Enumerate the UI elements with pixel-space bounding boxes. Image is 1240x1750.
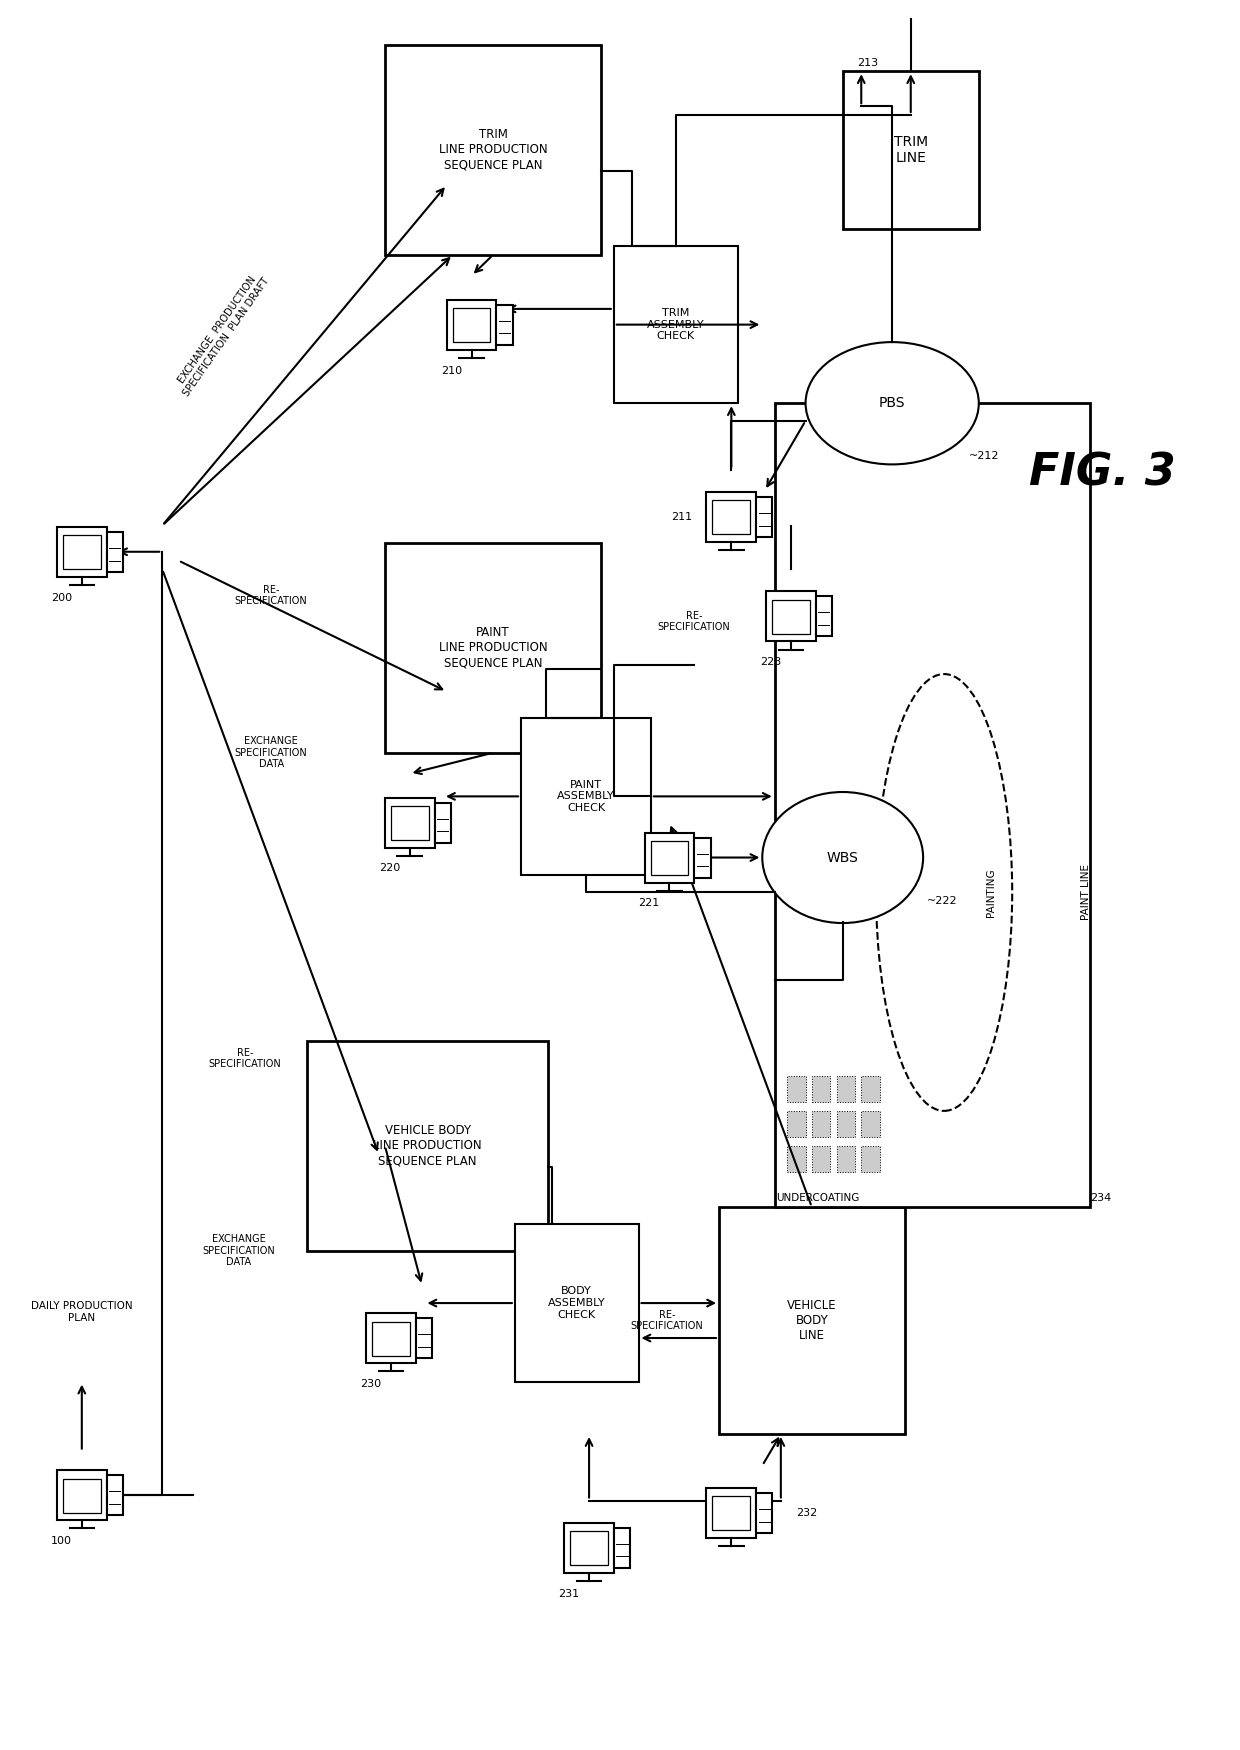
Bar	[787, 1076, 806, 1102]
Text: VEHICLE BODY
LINE PRODUCTION
SEQUENCE PLAN: VEHICLE BODY LINE PRODUCTION SEQUENCE PL…	[373, 1124, 482, 1167]
Text: 200: 200	[51, 593, 72, 602]
Bar	[645, 833, 694, 882]
Bar	[496, 304, 512, 345]
Text: 221: 221	[639, 898, 660, 908]
Bar	[107, 1475, 123, 1516]
Bar	[521, 718, 651, 875]
Text: ~222: ~222	[926, 896, 957, 906]
Ellipse shape	[877, 674, 1012, 1111]
Bar	[862, 1076, 880, 1102]
Text: 220: 220	[378, 863, 401, 873]
Bar	[812, 1076, 831, 1102]
Text: 210: 210	[440, 366, 461, 376]
Text: DAILY PRODUCTION
PLAN: DAILY PRODUCTION PLAN	[31, 1300, 133, 1323]
Bar	[862, 1146, 880, 1172]
Bar	[816, 597, 832, 637]
Ellipse shape	[806, 341, 978, 464]
Bar	[787, 1146, 806, 1172]
Bar	[434, 803, 450, 842]
Text: 211: 211	[672, 511, 693, 522]
Bar	[651, 842, 688, 875]
Bar	[57, 1470, 107, 1521]
Text: 231: 231	[558, 1589, 579, 1598]
Bar	[775, 402, 1090, 1208]
Text: RE-
SPECIFICATION: RE- SPECIFICATION	[658, 611, 730, 632]
Bar	[694, 838, 711, 877]
Bar	[812, 1111, 831, 1138]
Text: EXCHANGE
SPECIFICATION
DATA: EXCHANGE SPECIFICATION DATA	[234, 737, 308, 770]
Bar	[713, 500, 750, 534]
Ellipse shape	[763, 793, 923, 922]
Bar	[384, 798, 434, 847]
Text: VEHICLE
BODY
LINE: VEHICLE BODY LINE	[787, 1298, 837, 1342]
Bar	[707, 1488, 756, 1538]
Bar	[707, 492, 756, 542]
Text: 234: 234	[1090, 1194, 1111, 1204]
Text: ~212: ~212	[968, 452, 999, 460]
Bar	[614, 1528, 630, 1568]
Bar	[453, 308, 491, 341]
Bar	[713, 1496, 750, 1530]
Bar	[812, 1146, 831, 1172]
Text: TRIM
ASSEMBLY
CHECK: TRIM ASSEMBLY CHECK	[647, 308, 704, 341]
Bar	[63, 1479, 100, 1512]
Bar	[771, 600, 810, 633]
Bar	[308, 1041, 548, 1251]
Bar	[756, 497, 773, 537]
Text: BODY
ASSEMBLY
CHECK: BODY ASSEMBLY CHECK	[548, 1286, 605, 1320]
Text: 100: 100	[51, 1536, 72, 1547]
Bar	[384, 46, 601, 256]
Text: EXCHANGE  PRODUCTION
SPECIFICATION  PLAN DRAFT: EXCHANGE PRODUCTION SPECIFICATION PLAN D…	[172, 270, 272, 397]
Bar	[862, 1111, 880, 1138]
Text: 223: 223	[760, 658, 781, 667]
Text: RE-
SPECIFICATION: RE- SPECIFICATION	[208, 1048, 281, 1069]
Text: UNDERCOATING: UNDERCOATING	[776, 1194, 859, 1204]
Text: FIG. 3: FIG. 3	[1029, 452, 1176, 495]
Text: EXCHANGE
SPECIFICATION
DATA: EXCHANGE SPECIFICATION DATA	[202, 1234, 275, 1267]
Bar	[372, 1321, 410, 1356]
Bar	[446, 299, 496, 350]
Bar	[564, 1522, 614, 1573]
Bar	[837, 1111, 856, 1138]
Bar	[384, 542, 601, 752]
Bar	[756, 1493, 773, 1533]
Text: TRIM
LINE PRODUCTION
SEQUENCE PLAN: TRIM LINE PRODUCTION SEQUENCE PLAN	[439, 128, 548, 172]
Bar	[391, 807, 429, 840]
Bar	[417, 1318, 432, 1358]
Text: 232: 232	[796, 1508, 817, 1517]
Bar	[570, 1531, 608, 1564]
Bar	[63, 536, 100, 569]
Text: WBS: WBS	[827, 850, 858, 864]
Bar	[614, 247, 738, 402]
Text: PAINTING: PAINTING	[986, 868, 996, 917]
Bar	[766, 592, 816, 642]
Bar	[107, 532, 123, 572]
Text: RE-
SPECIFICATION: RE- SPECIFICATION	[234, 584, 308, 605]
Bar	[837, 1076, 856, 1102]
Bar	[515, 1225, 639, 1383]
Text: RE-
SPECIFICATION: RE- SPECIFICATION	[631, 1309, 703, 1332]
Bar	[843, 72, 978, 229]
Bar	[787, 1111, 806, 1138]
Text: PAINT
ASSEMBLY
CHECK: PAINT ASSEMBLY CHECK	[557, 780, 615, 814]
Text: PAINT LINE: PAINT LINE	[1081, 864, 1091, 920]
Bar	[837, 1146, 856, 1172]
Text: PAINT
LINE PRODUCTION
SEQUENCE PLAN: PAINT LINE PRODUCTION SEQUENCE PLAN	[439, 626, 548, 668]
Bar	[719, 1208, 904, 1433]
Bar	[57, 527, 107, 578]
Text: 213: 213	[857, 58, 878, 68]
Text: 230: 230	[361, 1379, 382, 1390]
Bar	[366, 1312, 417, 1363]
Text: TRIM
LINE: TRIM LINE	[894, 135, 928, 164]
Text: PBS: PBS	[879, 396, 905, 410]
